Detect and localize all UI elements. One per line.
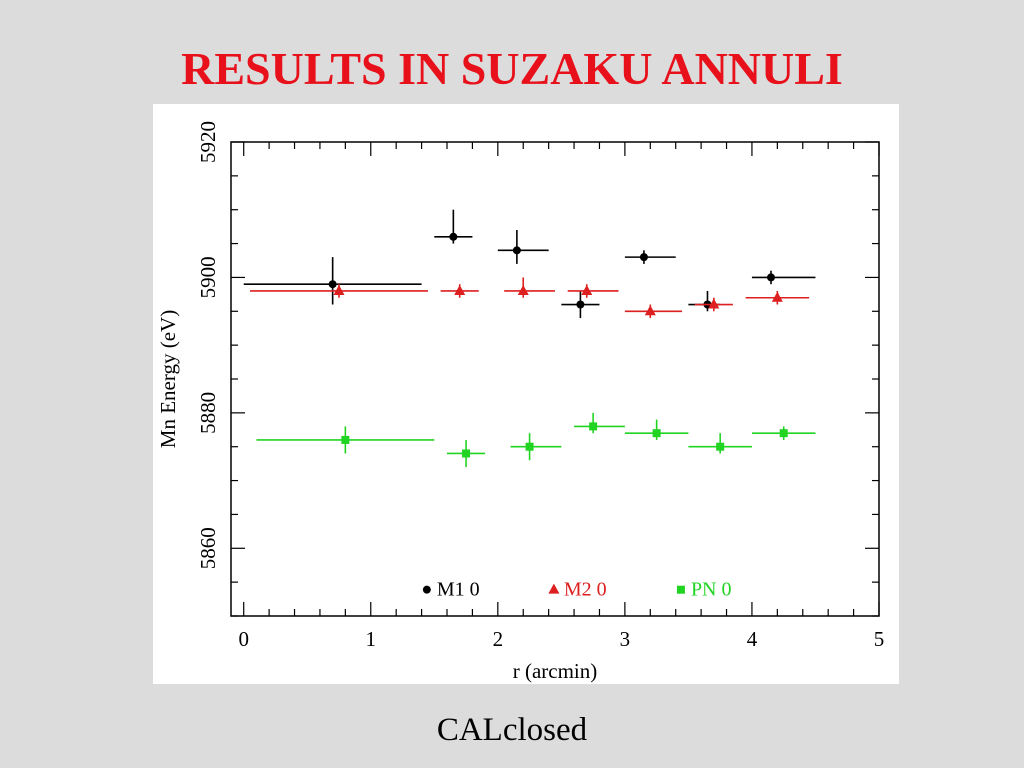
legend-marker bbox=[548, 583, 560, 594]
data-point bbox=[767, 273, 775, 282]
tick-labels-layer: 0 1 2 3 4 5 5860 5880 5900 5920 bbox=[196, 121, 884, 651]
series-m1-0 bbox=[243, 209, 816, 319]
x-tick-label: 4 bbox=[747, 627, 758, 651]
ticks-layer bbox=[231, 141, 880, 617]
data-point bbox=[517, 284, 529, 295]
data-point bbox=[525, 442, 534, 451]
data-point bbox=[716, 442, 725, 451]
x-tick-label: 0 bbox=[238, 627, 249, 651]
legend-marker bbox=[676, 585, 685, 594]
data-point bbox=[771, 291, 783, 302]
legend-marker bbox=[422, 585, 431, 594]
data-point bbox=[333, 284, 345, 295]
plot-panel: 0 1 2 3 4 5 5860 5880 5900 5920 M1 0 M2 0 PN 0 r (a… bbox=[153, 104, 899, 684]
x-tick-label: 2 bbox=[493, 627, 504, 651]
legend-label: PN 0 bbox=[691, 579, 732, 601]
data-point bbox=[454, 284, 466, 295]
data-point bbox=[589, 422, 598, 431]
y-tick-label: 5860 bbox=[196, 527, 220, 569]
data-point bbox=[581, 284, 593, 295]
y-tick-label: 5880 bbox=[196, 392, 220, 434]
data-point bbox=[341, 435, 350, 444]
data-point bbox=[512, 246, 521, 255]
y-tick-label: 5900 bbox=[196, 256, 220, 298]
data-point bbox=[462, 449, 471, 458]
slide-title: RESULTS IN SUZAKU ANNULI bbox=[181, 43, 843, 94]
x-tick-label: 3 bbox=[620, 627, 631, 651]
y-tick-label: 5920 bbox=[196, 121, 220, 163]
data-point bbox=[779, 429, 788, 438]
data-point bbox=[449, 232, 458, 241]
series-m2-0 bbox=[250, 277, 810, 319]
data-point bbox=[639, 253, 648, 262]
y-axis-label: Mn Energy (eV) bbox=[156, 310, 180, 448]
legend: M1 0 M2 0 PN 0 bbox=[422, 579, 732, 601]
data-point bbox=[652, 429, 661, 438]
x-tick-label: 5 bbox=[874, 627, 885, 651]
data-point bbox=[576, 300, 585, 309]
chart-svg: 0 1 2 3 4 5 5860 5880 5900 5920 M1 0 M2 0 PN 0 r (a… bbox=[156, 121, 884, 683]
plot-frame bbox=[230, 141, 880, 617]
data-point bbox=[708, 298, 720, 309]
x-axis-label: r (arcmin) bbox=[513, 659, 598, 683]
slide-caption: CALclosed bbox=[436, 712, 588, 748]
data-layer bbox=[243, 209, 816, 468]
x-tick-label: 1 bbox=[366, 627, 377, 651]
legend-label: M1 0 bbox=[437, 579, 480, 601]
data-point bbox=[644, 305, 656, 316]
series-pn-0 bbox=[256, 412, 816, 468]
data-point bbox=[328, 280, 337, 289]
legend-label: M2 0 bbox=[564, 579, 607, 601]
